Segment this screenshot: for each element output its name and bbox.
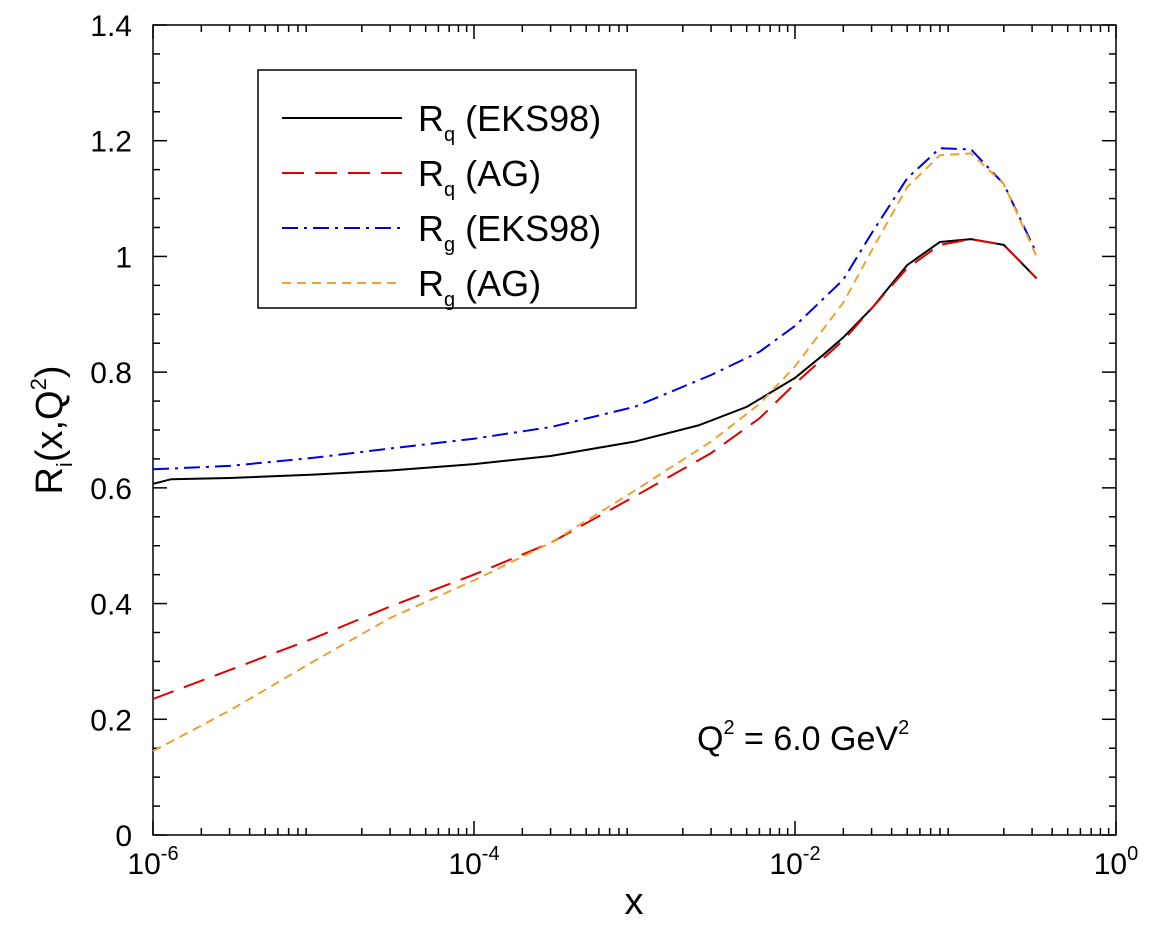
axis-tick-labels: 0 0.2 0.4 0.6 0.8 1 1.2 1.4 10-6 10-4 10-2 100 bbox=[90, 10, 1138, 881]
q2-annotation: Q2 = 6.0 GeV2 bbox=[697, 717, 909, 758]
legend-label-0: Rq (EKS98) bbox=[418, 98, 601, 146]
x-tick-label: 10-2 bbox=[769, 843, 820, 881]
series-line-3 bbox=[152, 152, 1038, 752]
x-tick-label: 10-4 bbox=[448, 843, 499, 881]
series-line-2 bbox=[152, 147, 1038, 471]
y-tick-label: 1.4 bbox=[90, 10, 132, 43]
x-tick-label: 100 bbox=[1094, 843, 1139, 881]
legend-box bbox=[257, 69, 637, 309]
axis-ticks bbox=[152, 24, 1117, 836]
series-layer bbox=[152, 147, 1038, 752]
y-tick-label: 0.2 bbox=[90, 704, 132, 737]
y-tick-label: 0.6 bbox=[90, 473, 132, 506]
legend-label-3: Rg (AG) bbox=[418, 263, 541, 311]
y-tick-label: 0.8 bbox=[90, 357, 132, 390]
y-tick-label: 0.4 bbox=[90, 589, 132, 622]
y-tick-label: 1.2 bbox=[90, 126, 132, 159]
legend-label-1: Rq (AG) bbox=[418, 153, 541, 201]
x-axis-label: x bbox=[625, 881, 644, 923]
legend: Rq (EKS98) Rq (AG) Rg (EKS98) Rg (AG) bbox=[257, 69, 637, 311]
y-tick-label: 1 bbox=[115, 241, 132, 274]
y-tick-label: 0 bbox=[115, 820, 132, 853]
y-axis-label: Ri(x,Q2) bbox=[26, 365, 77, 494]
series-line-0 bbox=[152, 238, 1038, 485]
series-line-1 bbox=[152, 238, 1038, 700]
x-tick-label: 10-6 bbox=[127, 843, 178, 881]
legend-label-2: Rg (EKS98) bbox=[418, 208, 601, 256]
